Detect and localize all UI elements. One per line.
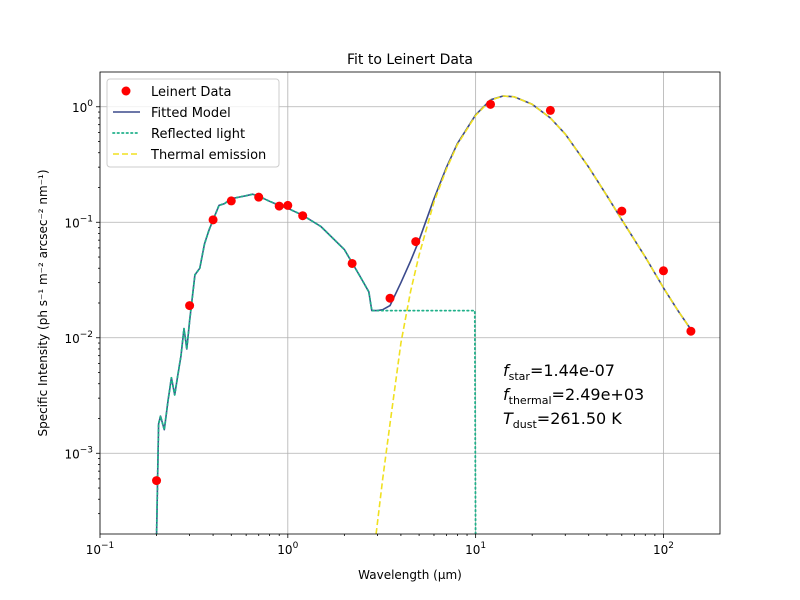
- legend-box: [106, 78, 280, 168]
- x-tick-label: 10−1: [86, 541, 115, 557]
- data-point: [152, 476, 162, 486]
- fit-parameter-dust: Tdust=261.50 K: [503, 409, 622, 431]
- legend: Leinert Data Fitted Model Reflected light T…: [106, 78, 280, 168]
- data-point: [274, 201, 284, 211]
- y-tick-label: 100: [72, 99, 93, 115]
- data-point: [283, 200, 293, 210]
- legend-label-leinert-data: Leinert Data: [151, 85, 231, 100]
- fit-parameter-star: fstar=1.44e-07: [503, 361, 615, 383]
- y-tick-label: 10−2: [64, 330, 93, 346]
- data-point: [208, 215, 218, 225]
- data-point: [385, 293, 395, 303]
- y-tick-label: 10−3: [64, 445, 93, 461]
- data-point: [347, 258, 357, 268]
- legend-label-reflected-light: Reflected light: [151, 127, 245, 142]
- data-point: [185, 301, 195, 311]
- data-point: [298, 211, 308, 221]
- series-line-reflected-light: [155, 193, 477, 534]
- x-axis: 10−1 100 101 102: [86, 534, 674, 557]
- chart-title: Fit to Leinert Data: [347, 52, 473, 68]
- y-axis: 10−3 10−2 10−1 100: [64, 99, 100, 515]
- x-axis-label: Wavelength (μm): [358, 568, 462, 582]
- y-tick-label: 10−1: [64, 214, 93, 230]
- fit-parameters: fstar=1.44e-07fthermal=2.49e+03Tdust=261…: [503, 361, 644, 431]
- data-point: [617, 206, 627, 216]
- data-point: [686, 326, 696, 336]
- x-tick-label: 100: [277, 541, 298, 557]
- series-line-thermal-emission: [375, 95, 692, 534]
- data-point: [226, 196, 236, 206]
- fit-parameter-thermal: fthermal=2.49e+03: [503, 385, 644, 407]
- legend-label-fitted-model: Fitted Model: [151, 106, 231, 121]
- data-point: [254, 192, 264, 202]
- legend-marker-leinert-data: [121, 86, 131, 96]
- data-point: [411, 237, 421, 247]
- legend-label-thermal-emission: Thermal emission: [150, 148, 266, 163]
- y-axis-label: Specific Intensity (ph s⁻¹ m⁻² arcsec⁻² …: [36, 169, 50, 436]
- x-tick-label: 102: [653, 541, 674, 557]
- data-point: [486, 99, 496, 109]
- data-point: [658, 266, 668, 276]
- x-tick-label: 101: [465, 541, 486, 557]
- data-point: [545, 105, 555, 115]
- series-layer: [152, 95, 696, 534]
